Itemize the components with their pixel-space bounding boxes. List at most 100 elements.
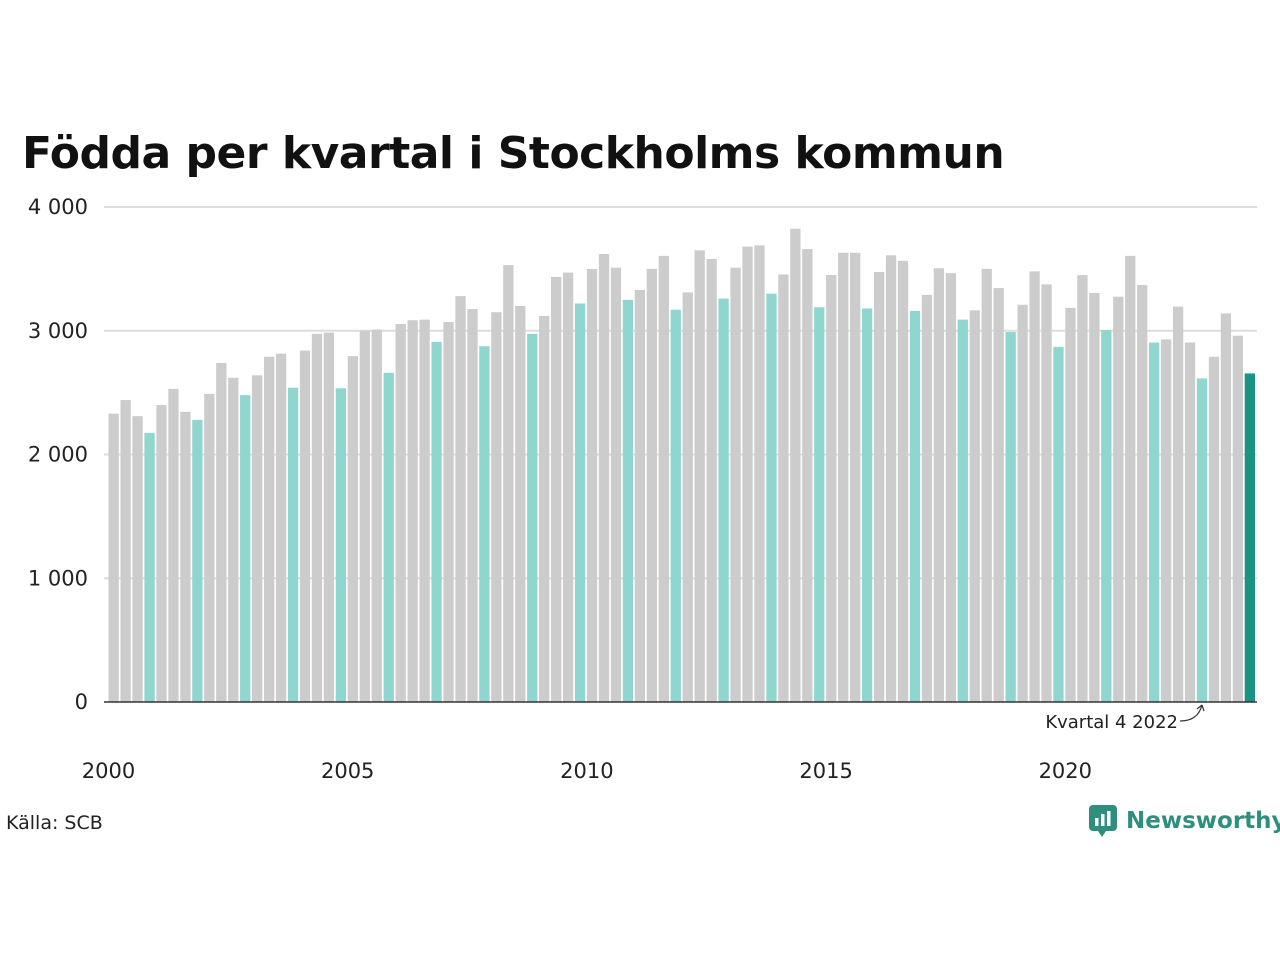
bar — [168, 388, 179, 702]
bar — [598, 254, 610, 702]
bar — [945, 273, 956, 702]
y-tick-label: 2 000 — [28, 443, 88, 467]
bar — [1101, 330, 1112, 702]
bar — [718, 298, 729, 702]
bar — [873, 271, 885, 702]
bar — [646, 268, 657, 703]
bar — [1017, 304, 1028, 702]
bar — [299, 350, 311, 702]
bar — [383, 372, 394, 702]
x-tick-label: 2010 — [560, 759, 613, 783]
bar — [311, 333, 323, 702]
brand-name: Newsworthy — [1126, 808, 1280, 834]
bar — [491, 312, 502, 702]
bar — [622, 299, 634, 702]
bar — [539, 315, 550, 702]
bar — [1029, 271, 1040, 702]
bar — [838, 252, 849, 703]
bar — [108, 413, 119, 702]
bar — [371, 329, 382, 702]
bar — [993, 288, 1004, 702]
bar — [586, 268, 598, 703]
bar — [969, 310, 980, 702]
x-tick-label: 2000 — [82, 759, 135, 783]
bar — [132, 416, 143, 702]
bar — [694, 250, 705, 702]
bar — [419, 319, 430, 702]
y-tick-label: 1 000 — [28, 566, 88, 590]
bar — [826, 275, 837, 702]
bar — [1137, 284, 1148, 702]
x-tick-label: 2015 — [799, 759, 852, 783]
bars — [108, 228, 1255, 703]
bar — [957, 319, 968, 702]
bar — [706, 258, 717, 702]
y-tick-label: 4 000 — [28, 195, 88, 219]
bar — [1053, 346, 1064, 702]
bar — [885, 255, 897, 702]
bar — [395, 323, 406, 702]
bar — [1172, 306, 1184, 702]
bar — [455, 296, 466, 702]
annotation-label: Kvartal 4 2022 — [1045, 712, 1178, 733]
y-tick-label: 3 000 — [28, 319, 88, 343]
bar — [730, 267, 741, 702]
bar — [216, 362, 227, 702]
bar — [1125, 255, 1136, 702]
bar — [407, 320, 418, 702]
bar — [742, 246, 753, 702]
bar — [180, 411, 191, 702]
y-tick-label: 0 — [75, 690, 88, 714]
bar — [1244, 373, 1255, 702]
bar — [981, 268, 992, 703]
x-tick-label: 2020 — [1039, 759, 1092, 783]
bar — [766, 293, 777, 703]
bar — [610, 267, 622, 702]
bar — [574, 303, 586, 702]
brand-logo: Newsworthy — [1088, 804, 1280, 838]
source-label: Källa: SCB — [6, 812, 103, 834]
bar — [263, 356, 275, 702]
x-tick-label: 2005 — [321, 759, 374, 783]
annotation: Kvartal 4 2022 — [1045, 704, 1205, 733]
bar — [634, 289, 646, 702]
bar — [1113, 296, 1124, 702]
bar — [778, 274, 789, 702]
bar — [1208, 356, 1220, 702]
bar — [909, 310, 921, 702]
bar — [204, 393, 215, 702]
bar — [1005, 331, 1016, 702]
bar — [1041, 284, 1052, 702]
bar — [156, 405, 167, 702]
bar — [1065, 307, 1076, 702]
bar — [192, 419, 203, 702]
bar — [1089, 293, 1100, 702]
bar — [347, 356, 358, 702]
bar — [802, 249, 813, 702]
bar — [1232, 335, 1244, 702]
bar — [515, 306, 526, 702]
bar — [933, 268, 945, 702]
bar — [527, 333, 538, 702]
bar — [897, 260, 909, 702]
bar — [359, 330, 370, 702]
annotation-arrow-icon — [1180, 704, 1205, 722]
bar — [1149, 342, 1160, 702]
bar — [287, 387, 299, 702]
bar — [1184, 342, 1196, 702]
bar — [658, 255, 669, 702]
bar — [1077, 275, 1088, 702]
bar — [323, 332, 335, 702]
bar — [850, 252, 861, 703]
bar — [861, 308, 873, 702]
bar — [120, 400, 131, 702]
bar — [335, 388, 347, 702]
newsworthy-logo-icon — [1089, 805, 1117, 837]
bar — [252, 375, 263, 702]
bar — [682, 292, 693, 702]
bar — [754, 245, 765, 703]
bar — [670, 309, 681, 702]
bar — [275, 353, 287, 702]
bar — [814, 307, 825, 702]
